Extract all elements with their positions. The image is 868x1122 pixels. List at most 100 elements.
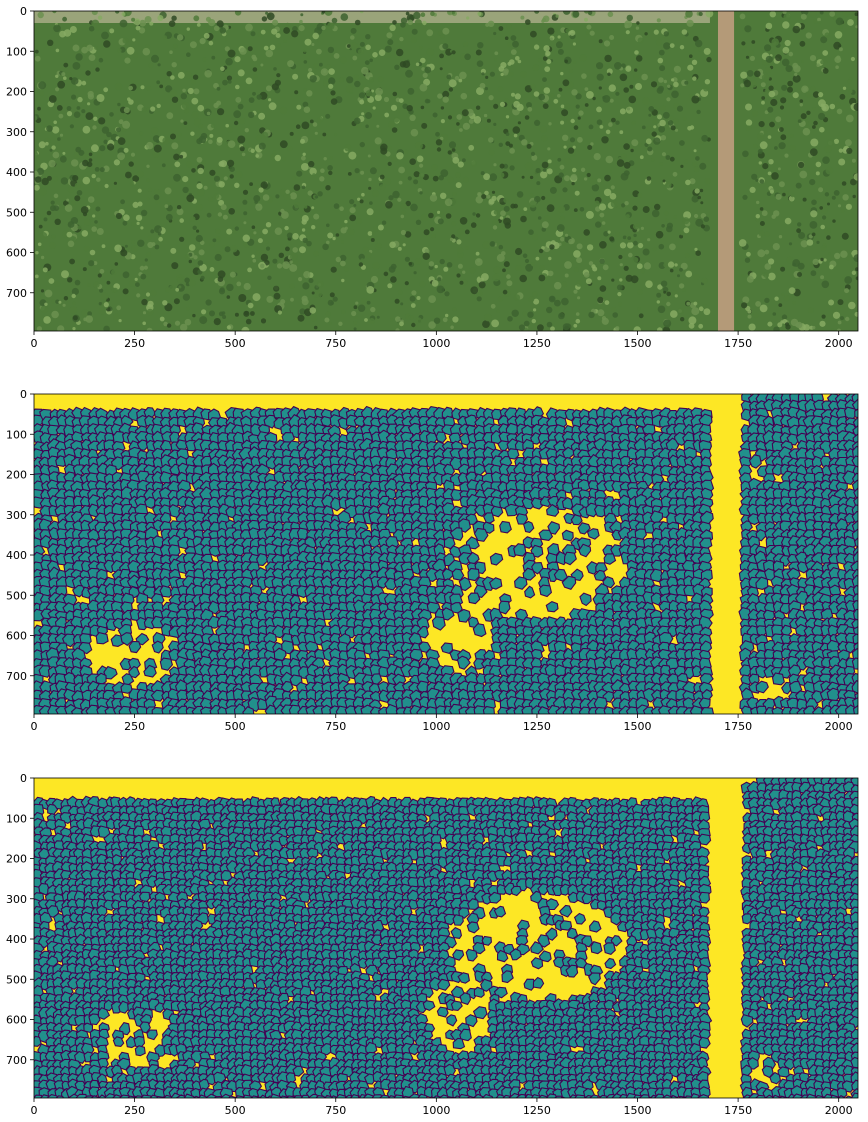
canopy-patch [186, 27, 190, 31]
canopy-patch [274, 227, 283, 235]
canopy-patch [855, 25, 858, 29]
canopy-patch [130, 152, 136, 157]
canopy-patch [484, 87, 488, 91]
canopy-patch [642, 206, 650, 213]
canopy-patch [758, 121, 765, 128]
canopy-patch [759, 304, 768, 313]
canopy-patch [300, 138, 305, 144]
canopy-patch [607, 72, 611, 76]
canopy-patch [428, 321, 436, 329]
canopy-patch [279, 106, 288, 115]
canopy-patch [657, 114, 662, 120]
canopy-patch [627, 241, 634, 249]
canopy-patch [157, 232, 162, 236]
canopy-patch [383, 271, 389, 277]
tree-crown [563, 551, 577, 566]
canopy-patch [66, 231, 73, 238]
canopy-patch [359, 141, 365, 148]
canopy-patch [299, 246, 306, 254]
canopy-patch [177, 277, 184, 284]
canopy-patch [250, 311, 255, 316]
canopy-patch [515, 247, 523, 256]
canopy-patch [218, 216, 223, 220]
canopy-patch [697, 47, 703, 52]
canopy-patch [817, 20, 822, 25]
canopy-patch [426, 328, 431, 331]
canopy-patch [499, 163, 505, 169]
canopy-patch [753, 312, 759, 319]
canopy-patch [407, 176, 412, 181]
canopy-patch [405, 200, 411, 207]
canopy-patch [421, 67, 426, 71]
canopy-patch [244, 128, 249, 133]
canopy-patch [302, 282, 310, 290]
canopy-patch [543, 215, 551, 223]
canopy-patch [836, 108, 843, 115]
canopy-patch [824, 60, 828, 64]
canopy-patch [96, 94, 105, 102]
canopy-patch [555, 41, 563, 49]
canopy-patch [314, 131, 318, 135]
canopy-patch [462, 41, 469, 47]
canopy-patch [155, 139, 160, 144]
canopy-patch [128, 279, 137, 288]
canopy-patch [384, 45, 392, 53]
canopy-patch [518, 324, 526, 331]
canopy-patch [413, 11, 421, 20]
canopy-patch [180, 93, 187, 100]
canopy-patch [767, 321, 773, 327]
canopy-patch [74, 182, 81, 189]
canopy-patch [222, 315, 227, 319]
canopy-patch [157, 63, 161, 67]
canopy-patch [225, 123, 229, 128]
canopy-patch [329, 292, 335, 298]
canopy-patch [818, 187, 824, 193]
canopy-patch [663, 31, 669, 37]
canopy-patch [235, 84, 240, 90]
canopy-patch [116, 127, 121, 133]
canopy-patch [282, 261, 290, 269]
canopy-patch [538, 248, 544, 254]
canopy-patch [316, 48, 322, 55]
canopy-patch [366, 300, 371, 305]
canopy-patch [182, 88, 186, 93]
canopy-patch [447, 176, 455, 184]
canopy-patch [420, 105, 425, 110]
canopy-patch [663, 290, 667, 294]
canopy-patch [379, 174, 385, 180]
canopy-patch [586, 172, 591, 178]
canopy-patch [303, 60, 308, 64]
canopy-patch [87, 196, 95, 203]
canopy-patch [744, 257, 751, 263]
canopy-patch [61, 72, 66, 77]
canopy-patch [137, 188, 142, 193]
canopy-patch [52, 11, 57, 14]
canopy-patch [764, 249, 770, 255]
canopy-patch [546, 204, 555, 213]
canopy-patch [683, 159, 689, 164]
canopy-patch [184, 71, 192, 79]
canopy-patch [384, 52, 392, 59]
canopy-patch [201, 309, 207, 315]
canopy-patch [502, 69, 509, 76]
canopy-patch [451, 221, 457, 227]
canopy-patch [142, 311, 147, 315]
canopy-patch [339, 56, 347, 64]
canopy-patch [376, 315, 380, 319]
canopy-patch [72, 315, 78, 321]
canopy-patch [302, 237, 308, 243]
canopy-patch [404, 281, 409, 286]
canopy-patch [218, 161, 225, 167]
canopy-patch [652, 24, 659, 31]
canopy-patch [260, 263, 265, 269]
canopy-patch [492, 273, 500, 282]
canopy-patch [415, 317, 422, 324]
canopy-patch [302, 48, 307, 53]
tree-crown [426, 601, 441, 614]
canopy-patch [357, 197, 361, 201]
tree-crown [547, 521, 561, 535]
canopy-patch [744, 25, 752, 33]
canopy-patch [437, 218, 444, 225]
canopy-patch [299, 308, 306, 315]
canopy-patch [520, 215, 527, 223]
